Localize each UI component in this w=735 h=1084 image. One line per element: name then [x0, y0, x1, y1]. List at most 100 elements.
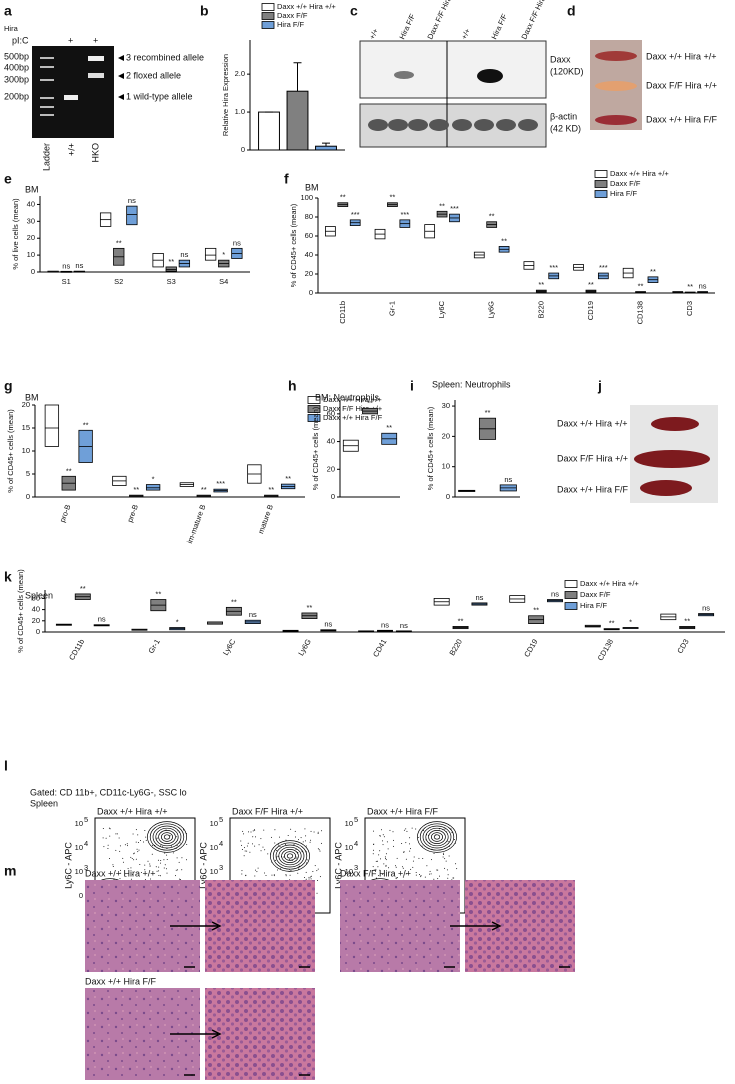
plot-title: Daxx +/+ Hira F/F	[367, 806, 439, 816]
y-tick-exp: 4	[219, 839, 223, 848]
y-axis-label: % of CD45+ cells (mean)	[16, 569, 25, 653]
event	[156, 837, 158, 839]
y-tick-label: 60	[32, 593, 40, 602]
significance: ns	[381, 620, 389, 629]
y-tick-label: 1.0	[235, 107, 245, 116]
gel-plus: +	[93, 35, 98, 45]
event	[105, 837, 107, 839]
y-tick-label: 0	[241, 145, 245, 154]
event	[429, 873, 431, 875]
event	[185, 859, 187, 861]
x-tick-label: CD11b	[67, 637, 86, 661]
event	[372, 853, 374, 855]
x-tick-label: Ly6G	[296, 637, 313, 657]
event	[242, 830, 244, 832]
event	[302, 841, 304, 843]
event	[372, 866, 374, 868]
gate-label: Gated: CD 11b+, CD11c-Ly6G-, SSC lo	[30, 787, 187, 797]
event	[177, 869, 179, 871]
event	[310, 878, 312, 880]
y-tick-label: 40	[305, 250, 313, 259]
event	[401, 866, 403, 868]
event	[179, 842, 181, 844]
contour	[149, 823, 185, 851]
event	[155, 866, 157, 868]
event	[252, 830, 254, 832]
significance: **	[80, 584, 86, 593]
lane-label: +/+	[367, 26, 380, 40]
y-tick-label: 10	[345, 867, 353, 876]
event	[241, 848, 243, 850]
event	[309, 876, 311, 878]
event	[159, 862, 161, 864]
event	[386, 841, 388, 843]
event	[180, 879, 182, 881]
contour	[155, 827, 179, 847]
event	[409, 843, 411, 845]
event	[403, 851, 405, 853]
lane-label: +/+	[66, 143, 76, 156]
event	[255, 836, 257, 838]
range-box	[165, 266, 177, 272]
error-bar	[322, 142, 330, 147]
event	[137, 841, 139, 843]
event	[310, 830, 312, 832]
event	[122, 857, 124, 859]
event	[287, 835, 289, 837]
event	[373, 830, 375, 832]
y-tick-exp: 4	[84, 839, 88, 848]
actin-band	[408, 119, 428, 131]
event	[289, 859, 291, 861]
significance: *	[152, 475, 155, 484]
y-tick-label: 0	[31, 267, 35, 276]
event	[304, 840, 306, 842]
event	[243, 855, 245, 857]
gel-row-label: pI:C	[12, 35, 29, 45]
event	[379, 834, 381, 836]
significance: ns	[551, 590, 559, 599]
x-tick-label: im-mature B	[185, 503, 207, 544]
event	[260, 838, 262, 840]
y-tick-label: 0	[446, 492, 450, 501]
legend-label: Daxx F/F Hira +/+	[323, 404, 383, 413]
y-tick-label: 15	[22, 423, 30, 432]
event	[163, 859, 165, 861]
y-tick-label: 10	[75, 843, 83, 852]
event	[248, 831, 250, 833]
event	[273, 875, 275, 877]
ladder-band	[40, 79, 54, 81]
event	[112, 865, 114, 867]
significance: **	[439, 201, 445, 210]
x-tick-label: S1	[62, 277, 71, 286]
y-tick-label: 20	[27, 233, 35, 242]
significance: **	[588, 280, 594, 289]
significance: **	[533, 606, 539, 615]
y-axis-label: % of CD45+ cells (mean)	[426, 406, 435, 490]
significance: **	[501, 236, 507, 245]
event	[318, 849, 320, 851]
event	[151, 853, 153, 855]
x-tick-label: mature B	[256, 503, 275, 535]
event	[176, 857, 178, 859]
panel-letter: e	[4, 171, 12, 187]
contour	[161, 832, 173, 842]
event	[254, 869, 256, 871]
event	[297, 839, 299, 841]
contour	[428, 830, 446, 844]
y-axis-label: % of CD45+ cells (mean)	[6, 409, 15, 493]
event	[253, 829, 255, 831]
x-tick-label: B220	[536, 301, 545, 319]
lane-label: Ladder	[41, 143, 51, 171]
x-tick-label: pro-B	[58, 503, 73, 523]
event	[430, 873, 432, 875]
event	[178, 861, 180, 863]
significance: **	[116, 238, 122, 247]
event	[145, 839, 147, 841]
significance: ns	[400, 621, 408, 630]
event	[317, 879, 319, 881]
legend-swatch	[261, 21, 275, 29]
histology-label: Daxx F/F Hira +/+	[340, 868, 411, 878]
y-axis-label: Relative Hira Expression	[221, 54, 230, 136]
event	[186, 844, 188, 846]
